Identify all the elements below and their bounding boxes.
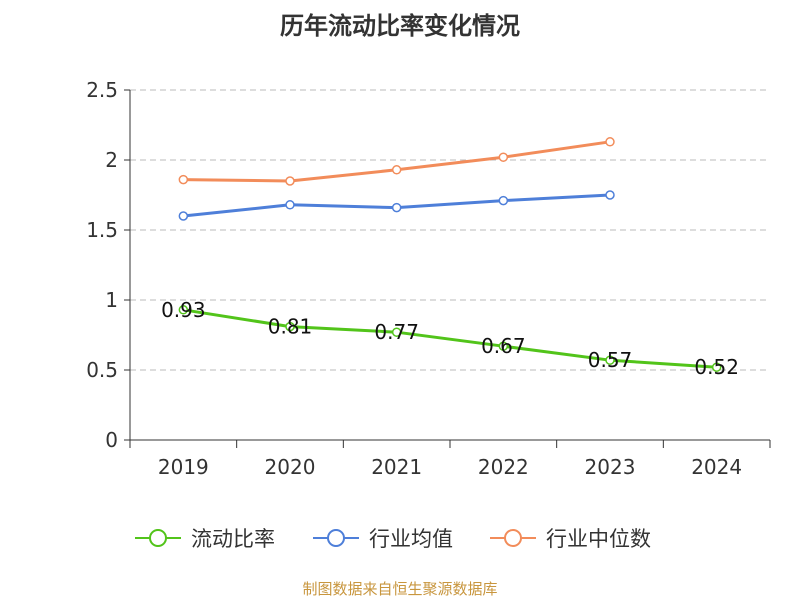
series-line (183, 140, 611, 183)
x-tick-label: 2021 (371, 455, 422, 479)
data-point (285, 200, 295, 210)
data-point (605, 190, 615, 200)
y-tick-label: 2.5 (86, 78, 118, 102)
legend-label: 行业中位数 (546, 527, 651, 551)
data-point (605, 137, 615, 147)
data-point (285, 176, 295, 186)
data-label: 0.52 (694, 355, 739, 379)
data-point (178, 211, 189, 221)
data-label: 0.67 (481, 334, 526, 358)
data-point (391, 327, 402, 337)
legend-label: 行业均值 (369, 527, 453, 551)
x-tick-label: 2020 (265, 455, 316, 479)
data-point (285, 321, 295, 332)
legend-label: 流动比率 (191, 527, 275, 551)
data-point (498, 195, 509, 206)
legend-marker (504, 529, 522, 547)
data-point (391, 165, 402, 175)
y-tick-label: 2 (105, 148, 118, 172)
x-tick-label: 2022 (478, 455, 529, 479)
y-tick-label: 0 (105, 428, 118, 452)
series-line (183, 308, 717, 369)
data-label: 0.93 (161, 298, 206, 322)
legend-marker (327, 529, 345, 547)
x-tick-label: 2019 (158, 455, 209, 479)
data-label: 0.81 (268, 315, 313, 339)
legend-marker (149, 529, 167, 547)
data-point (391, 202, 402, 213)
data-label: 0.77 (374, 320, 419, 344)
data-point (178, 305, 189, 315)
source-note: 制图数据来自恒生聚源数据库 (302, 580, 498, 598)
data-point (498, 152, 509, 162)
data-point (498, 341, 509, 351)
data-point (605, 355, 615, 365)
x-tick-label: 2024 (691, 455, 742, 479)
data-point (178, 174, 189, 185)
data-point (711, 362, 722, 372)
y-tick-label: 1.5 (86, 218, 118, 242)
data-label: 0.57 (588, 348, 633, 372)
y-tick-label: 1 (105, 288, 118, 312)
y-tick-label: 0.5 (86, 358, 118, 382)
chart-title: 历年流动比率变化情况 (280, 12, 520, 40)
x-tick-label: 2023 (585, 455, 636, 479)
